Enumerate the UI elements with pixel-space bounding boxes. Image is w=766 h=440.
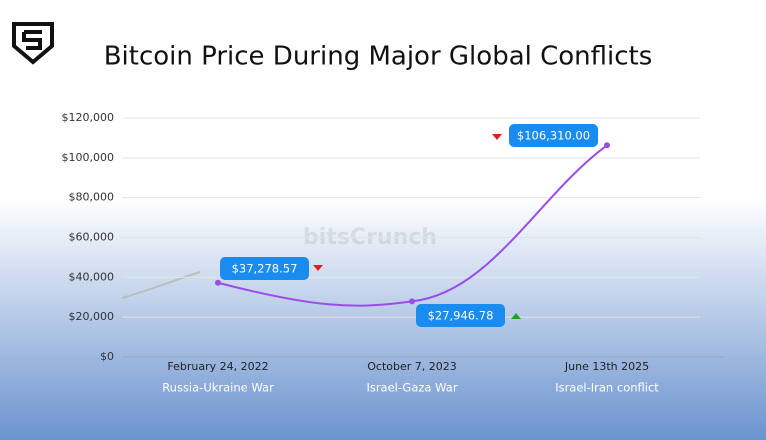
value-label-box [509,124,598,147]
lead-in-line [121,271,201,299]
y-tick-label: $20,000 [69,310,115,323]
conflict-label: Israel-Gaza War [366,381,457,395]
value-label-box [220,257,309,280]
logo [12,22,54,65]
value-label-box [416,304,505,327]
value-label: $27,946.78 [428,309,494,323]
up-arrow [511,313,521,319]
down-arrow [492,134,502,140]
x-tick-label: June 13th 2025 [564,360,649,373]
y-tick-label: $0 [100,350,114,363]
point [604,142,610,149]
y-tick-label: $100,000 [62,151,115,164]
point [409,298,415,305]
conflict-label: Russia-Ukraine War [162,381,274,395]
y-tick-label: $120,000 [62,111,115,124]
conflict-label: Israel-Iran conflict [555,381,659,395]
value-label: $106,310.00 [517,129,590,143]
down-arrow [313,265,323,271]
y-tick-label: $60,000 [69,231,115,244]
plot: $0 $20,000 $40,000 $60,000 $80,000 $100,000 $1… [62,111,725,395]
y-tick-label: $80,000 [69,191,115,204]
chart-title: Bitcoin Price During Major Global Confli… [104,42,653,72]
value-label: $37,278.57 [232,262,298,276]
x-tick-label: February 24, 2022 [167,360,268,373]
point [215,279,221,286]
y-tick-label: $40,000 [69,270,115,283]
x-tick-label: October 7, 2023 [367,360,457,373]
